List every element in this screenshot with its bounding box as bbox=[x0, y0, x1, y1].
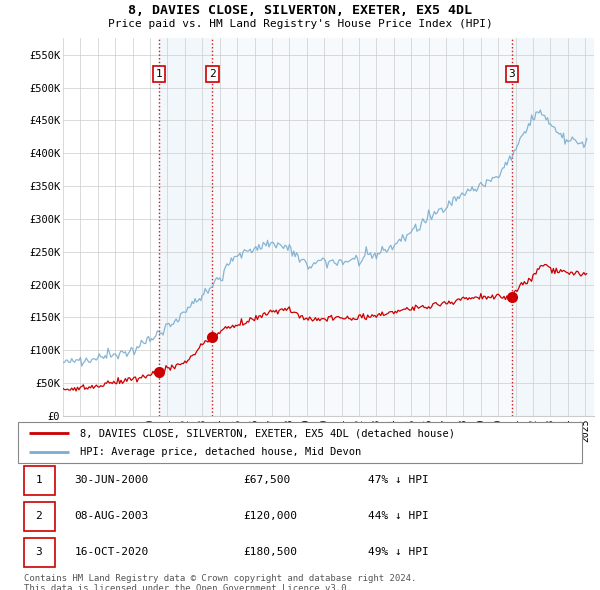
Text: 2: 2 bbox=[35, 512, 42, 521]
Text: 47% ↓ HPI: 47% ↓ HPI bbox=[368, 476, 428, 485]
Bar bbox=[512, 38, 594, 416]
Text: Contains HM Land Registry data © Crown copyright and database right 2024.
This d: Contains HM Land Registry data © Crown c… bbox=[24, 574, 416, 590]
Text: £180,500: £180,500 bbox=[244, 548, 298, 557]
Text: 16-OCT-2020: 16-OCT-2020 bbox=[74, 548, 149, 557]
FancyBboxPatch shape bbox=[23, 466, 55, 494]
Text: 3: 3 bbox=[35, 548, 42, 557]
FancyBboxPatch shape bbox=[18, 422, 582, 463]
Bar bbox=[212, 38, 512, 416]
Text: 08-AUG-2003: 08-AUG-2003 bbox=[74, 512, 149, 521]
Text: 2: 2 bbox=[209, 69, 216, 79]
Text: £67,500: £67,500 bbox=[244, 476, 291, 485]
Text: 49% ↓ HPI: 49% ↓ HPI bbox=[368, 548, 428, 557]
Text: 1: 1 bbox=[35, 476, 42, 485]
Text: 3: 3 bbox=[509, 69, 515, 79]
Text: 44% ↓ HPI: 44% ↓ HPI bbox=[368, 512, 428, 521]
Text: 1: 1 bbox=[155, 69, 162, 79]
Bar bbox=[159, 38, 212, 416]
Text: HPI: Average price, detached house, Mid Devon: HPI: Average price, detached house, Mid … bbox=[80, 447, 361, 457]
Text: £120,000: £120,000 bbox=[244, 512, 298, 521]
FancyBboxPatch shape bbox=[23, 502, 55, 530]
Text: Price paid vs. HM Land Registry's House Price Index (HPI): Price paid vs. HM Land Registry's House … bbox=[107, 19, 493, 29]
Text: 8, DAVIES CLOSE, SILVERTON, EXETER, EX5 4DL (detached house): 8, DAVIES CLOSE, SILVERTON, EXETER, EX5 … bbox=[80, 428, 455, 438]
Text: 8, DAVIES CLOSE, SILVERTON, EXETER, EX5 4DL: 8, DAVIES CLOSE, SILVERTON, EXETER, EX5 … bbox=[128, 4, 472, 17]
FancyBboxPatch shape bbox=[23, 538, 55, 566]
Text: 30-JUN-2000: 30-JUN-2000 bbox=[74, 476, 149, 485]
